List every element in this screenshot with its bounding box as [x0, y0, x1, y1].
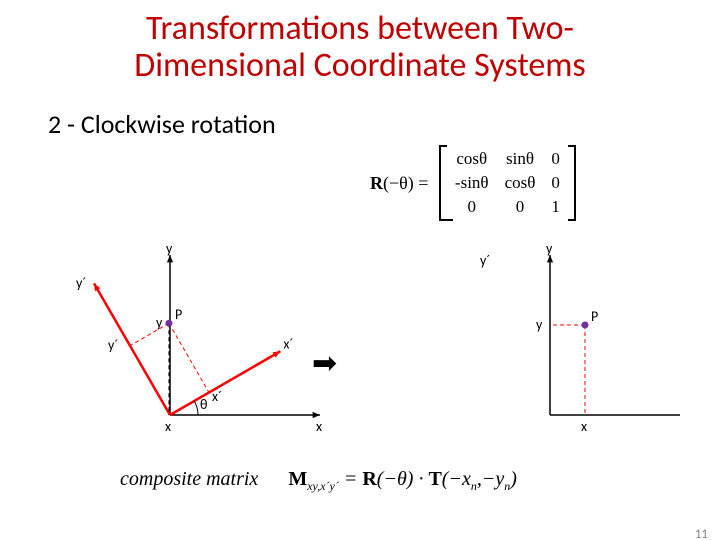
composite-R: R: [362, 468, 376, 490]
svg-text:x´: x´: [283, 335, 293, 352]
transform-arrow-icon: ➡: [312, 345, 337, 382]
svg-text:y: y: [536, 316, 543, 333]
title-line1: Transformations between Two-: [146, 8, 574, 49]
diagrams: yxx´y´Pyy´xθx´yxy´Pyx: [40, 235, 680, 445]
composite-Targ: (−x: [442, 468, 471, 490]
composite-expression: composite matrix Mxy,x´y´ = R(−θ) · T(−x…: [120, 468, 517, 494]
svg-text:P: P: [175, 306, 182, 323]
matrix-table: cosθ sinθ 0 -sinθ cosθ 0 0 0 1: [447, 147, 568, 219]
svg-text:y´: y´: [480, 252, 490, 269]
m11: cosθ: [497, 171, 544, 195]
m22: 1: [543, 195, 568, 219]
svg-text:y´: y´: [108, 337, 118, 354]
m10: -sinθ: [447, 171, 497, 195]
svg-text:y: y: [166, 240, 173, 257]
composite-label: composite matrix: [120, 468, 258, 490]
m01: sinθ: [497, 147, 544, 171]
page-number: 11: [695, 527, 708, 540]
svg-text:x: x: [165, 418, 171, 435]
composite-M: M: [288, 468, 307, 490]
title-line2: Dimensional Coordinate Systems: [134, 45, 585, 86]
svg-text:x: x: [581, 418, 587, 435]
svg-text:y: y: [156, 314, 163, 331]
m00: cosθ: [447, 147, 497, 171]
composite-T: T: [428, 468, 441, 490]
subtitle: 2 - Clockwise rotation: [48, 108, 720, 140]
svg-text:x´: x´: [212, 388, 222, 405]
matrix-lhs-R: R: [370, 173, 383, 193]
m12: 0: [543, 171, 568, 195]
svg-text:y´: y´: [76, 274, 86, 291]
composite-eq: =: [339, 468, 363, 490]
svg-text:y: y: [546, 240, 553, 257]
diagram-svg: yxx´y´Pyy´xθx´yxy´Pyx: [40, 235, 680, 445]
rotation-matrix: R(−θ) = cosθ sinθ 0 -sinθ cosθ 0 0 0 1: [370, 145, 576, 221]
composite-Rarg: (−θ) ·: [377, 468, 429, 490]
page-title: Transformations between Two- Dimensional…: [0, 10, 720, 85]
svg-text:θ: θ: [200, 396, 207, 413]
svg-text:P: P: [591, 308, 598, 325]
m02: 0: [543, 147, 568, 171]
composite-sub1: xy,x´y´: [307, 479, 339, 493]
composite-mid: ,−y: [477, 468, 504, 490]
svg-text:x: x: [316, 418, 322, 435]
m20: 0: [447, 195, 497, 219]
m21: 0: [497, 195, 544, 219]
composite-close: ): [510, 468, 517, 490]
matrix-lhs-arg: (−θ) =: [383, 173, 428, 193]
